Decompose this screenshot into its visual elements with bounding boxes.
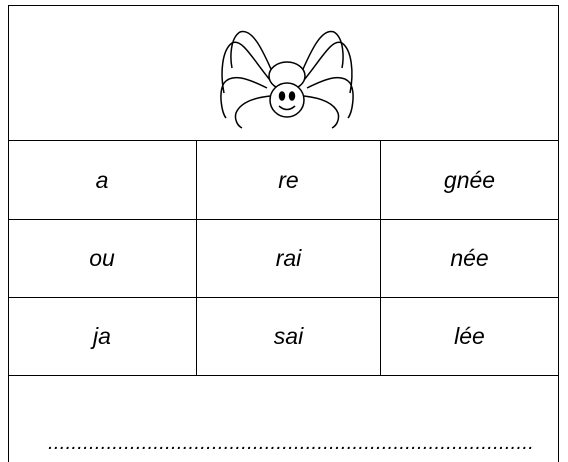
syllable-cell: lée [454, 323, 485, 349]
border [8, 5, 9, 462]
border [8, 219, 559, 220]
border [380, 140, 381, 376]
border [8, 140, 559, 141]
syllable-cell: a [95, 166, 109, 193]
border [8, 375, 559, 376]
syllable-cell: re [278, 166, 299, 193]
answer-line: ........................................… [48, 432, 532, 454]
syllable-cell: gnée [443, 166, 496, 193]
syllable-cell: sai [273, 323, 304, 349]
syllable-cell: née [450, 245, 489, 271]
spider-illustration [220, 30, 354, 129]
border [196, 140, 197, 376]
border [558, 5, 559, 462]
syllable-cell: rai [275, 245, 302, 271]
border [8, 5, 559, 6]
syllable-cell: ou [89, 245, 115, 271]
border [8, 297, 559, 298]
syllable-cell: ja [93, 323, 111, 349]
